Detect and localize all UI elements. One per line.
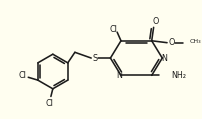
Text: N: N xyxy=(116,71,122,80)
Text: O: O xyxy=(169,38,175,47)
Text: S: S xyxy=(93,54,98,63)
Text: O: O xyxy=(152,17,159,26)
Text: NH₂: NH₂ xyxy=(171,71,186,80)
Text: Cl: Cl xyxy=(19,71,26,80)
Text: CH₃: CH₃ xyxy=(190,39,202,44)
Text: Cl: Cl xyxy=(45,99,53,108)
Text: Cl: Cl xyxy=(109,25,117,34)
Text: N: N xyxy=(161,54,167,63)
